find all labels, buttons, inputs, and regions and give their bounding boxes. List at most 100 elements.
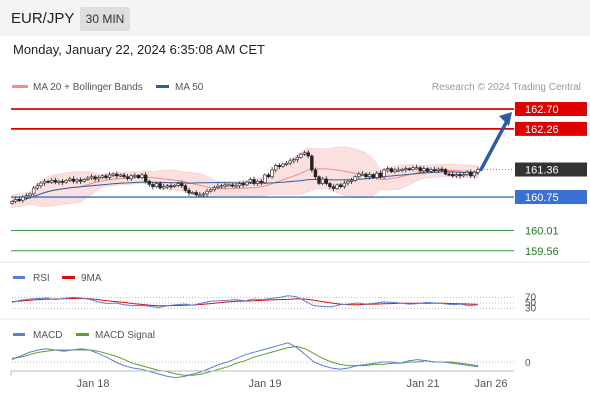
bull-candle — [382, 169, 386, 178]
macd-tick-label: 0 — [525, 358, 531, 369]
timestamp: Monday, January 22, 2024 6:35:08 AM CET — [13, 42, 265, 57]
bull-candle — [216, 185, 220, 188]
bull-candle — [274, 165, 278, 171]
bull-candle — [248, 179, 253, 183]
bear-candle — [183, 185, 188, 191]
bear-candle — [17, 199, 21, 201]
bull-candle — [129, 175, 133, 179]
rsi-line — [11, 295, 479, 309]
bull-candle — [21, 196, 25, 201]
bear-candle — [432, 169, 437, 172]
bull-candle — [295, 157, 300, 160]
bull-candle — [281, 163, 285, 167]
bear-candle — [371, 174, 375, 178]
bull-candle — [292, 159, 296, 162]
top-bar: EUR/JPY 30 MIN — [0, 0, 590, 36]
bull-candle — [50, 180, 54, 183]
bull-candle — [476, 169, 480, 173]
bull-candle — [190, 192, 195, 195]
interval-button[interactable]: 30 MIN — [80, 7, 130, 31]
bear-candle — [169, 185, 173, 188]
bull-candle — [465, 171, 469, 175]
rsi-9ma-line — [11, 298, 479, 307]
bull-candle — [208, 189, 213, 192]
bull-candle — [436, 168, 440, 171]
bull-candle — [255, 180, 260, 184]
bull-candle — [13, 199, 18, 202]
bull-candle — [201, 193, 206, 196]
bull-candle — [205, 190, 209, 195]
bull-candle — [154, 183, 159, 187]
bull-candle — [396, 169, 401, 172]
bull-candle — [245, 181, 249, 186]
bull-candle — [422, 168, 426, 172]
bull-candle — [198, 194, 202, 197]
bull-candle — [284, 162, 289, 165]
bull-candle — [400, 169, 404, 172]
bear-candle — [78, 179, 83, 182]
bear-candle — [328, 183, 332, 187]
bull-candle — [335, 184, 339, 189]
bear-candle — [151, 184, 155, 187]
bull-candle — [302, 152, 307, 155]
bull-candle — [237, 183, 242, 187]
bull-candle — [360, 173, 365, 176]
bull-candle — [223, 184, 227, 187]
bull-candle — [24, 195, 29, 198]
macd-line — [11, 342, 479, 379]
bull-candle — [212, 187, 216, 191]
bear-candle — [147, 180, 151, 185]
last-price-tag — [515, 162, 587, 177]
bear-candle — [115, 173, 119, 177]
bull-candle — [263, 174, 267, 183]
bull-candle — [100, 175, 105, 178]
bear-candle — [458, 174, 462, 177]
bear-candle — [440, 168, 444, 171]
bear-candle — [324, 178, 328, 184]
bear-candle — [93, 176, 97, 180]
legend-9ma-swatch — [62, 276, 75, 279]
bull-candle — [68, 178, 72, 181]
bull-candle — [42, 180, 47, 184]
bull-candle — [299, 153, 303, 158]
bear-candle — [60, 180, 65, 183]
forecast-arrow-head — [499, 112, 512, 127]
legend-ma20-label: MA 20 + Bollinger Bands — [33, 82, 143, 93]
bull-candle — [367, 174, 372, 178]
bull-candle — [472, 171, 477, 177]
bull-candle — [404, 168, 408, 171]
pivot-label: 160.75 — [525, 192, 559, 204]
bear-candle — [104, 175, 108, 178]
bull-candle — [64, 180, 68, 183]
x-tick-label: Jan 18 — [76, 378, 109, 390]
bollinger-band — [11, 146, 479, 209]
bull-candle — [118, 174, 123, 177]
bear-candle — [71, 178, 76, 182]
resistance-label: 162.70 — [525, 104, 559, 116]
resistance-label: 162.26 — [525, 124, 559, 136]
legend-macd-signal-label: MACD Signal — [95, 330, 155, 341]
bull-candle — [270, 169, 274, 178]
bull-candle — [82, 179, 86, 182]
bull-candle — [133, 175, 137, 177]
bull-candle — [96, 177, 101, 180]
bull-candle — [342, 182, 347, 187]
currency-pair-title: EUR/JPY — [11, 10, 75, 27]
x-tick-label: Jan 21 — [406, 378, 439, 390]
bear-candle — [158, 183, 162, 189]
bear-candle — [230, 184, 235, 187]
bull-candle — [219, 185, 224, 188]
bull-candle — [375, 172, 379, 178]
bear-candle — [306, 152, 310, 157]
bear-candle — [266, 174, 271, 178]
bull-candle — [75, 179, 79, 182]
bear-candle — [443, 169, 448, 175]
bear-candle — [317, 176, 321, 184]
bear-candle — [46, 180, 50, 183]
bear-candle — [331, 186, 336, 189]
bull-candle — [393, 169, 397, 173]
bear-candle — [378, 172, 383, 178]
rsi-tick-label: 70 — [525, 292, 537, 303]
bull-candle — [429, 169, 433, 172]
